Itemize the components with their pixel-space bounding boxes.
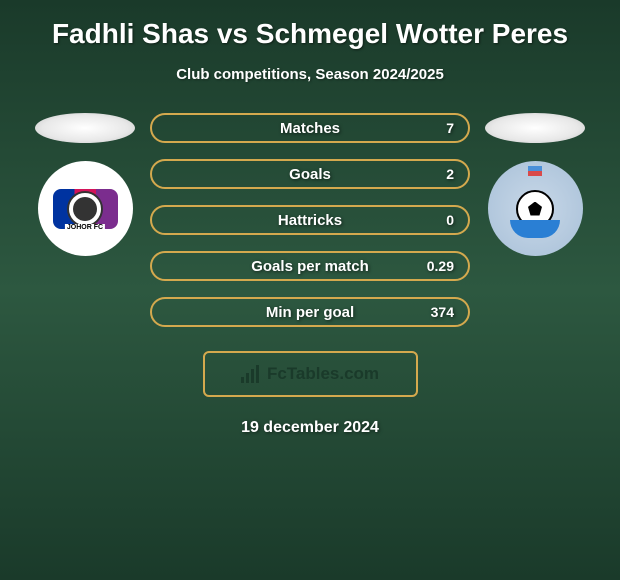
stat-label: Goals	[289, 166, 331, 183]
stat-row: Hattricks 0	[150, 205, 470, 235]
stat-value-right: 2	[446, 166, 454, 182]
stat-value-right: 0	[446, 212, 454, 228]
stat-row: Matches 7	[150, 113, 470, 143]
brand-box[interactable]: FcTables.com	[203, 351, 418, 397]
stat-label: Matches	[280, 120, 340, 137]
team-logo-right	[488, 161, 583, 256]
stat-value-right: 0.29	[427, 258, 454, 274]
chart-icon	[241, 365, 261, 383]
stat-label: Min per goal	[266, 304, 354, 321]
brand-text: FcTables.com	[267, 364, 379, 384]
page-title: Fadhli Shas vs Schmegel Wotter Peres	[0, 10, 620, 58]
stat-label: Hattricks	[278, 212, 342, 229]
team-name-left: JOHOR FC	[65, 224, 105, 231]
stat-value-right: 374	[431, 304, 454, 320]
left-side: JOHOR FC	[30, 113, 140, 256]
date-label: 19 december 2024	[0, 419, 620, 437]
stats-table: Matches 7 Goals 2 Hattricks 0 Goals per …	[140, 113, 480, 343]
player-avatar-right	[485, 113, 585, 143]
stat-row: Goals 2	[150, 159, 470, 189]
right-side	[480, 113, 590, 256]
stat-label: Goals per match	[251, 258, 369, 275]
player-avatar-left	[35, 113, 135, 143]
comparison-content: JOHOR FC Matches 7 Goals 2 Hattricks 0 G…	[0, 113, 620, 343]
stat-row: Goals per match 0.29	[150, 251, 470, 281]
team-logo-left: JOHOR FC	[38, 161, 133, 256]
stat-row: Min per goal 374	[150, 297, 470, 327]
stat-value-right: 7	[446, 120, 454, 136]
subtitle: Club competitions, Season 2024/2025	[0, 66, 620, 83]
